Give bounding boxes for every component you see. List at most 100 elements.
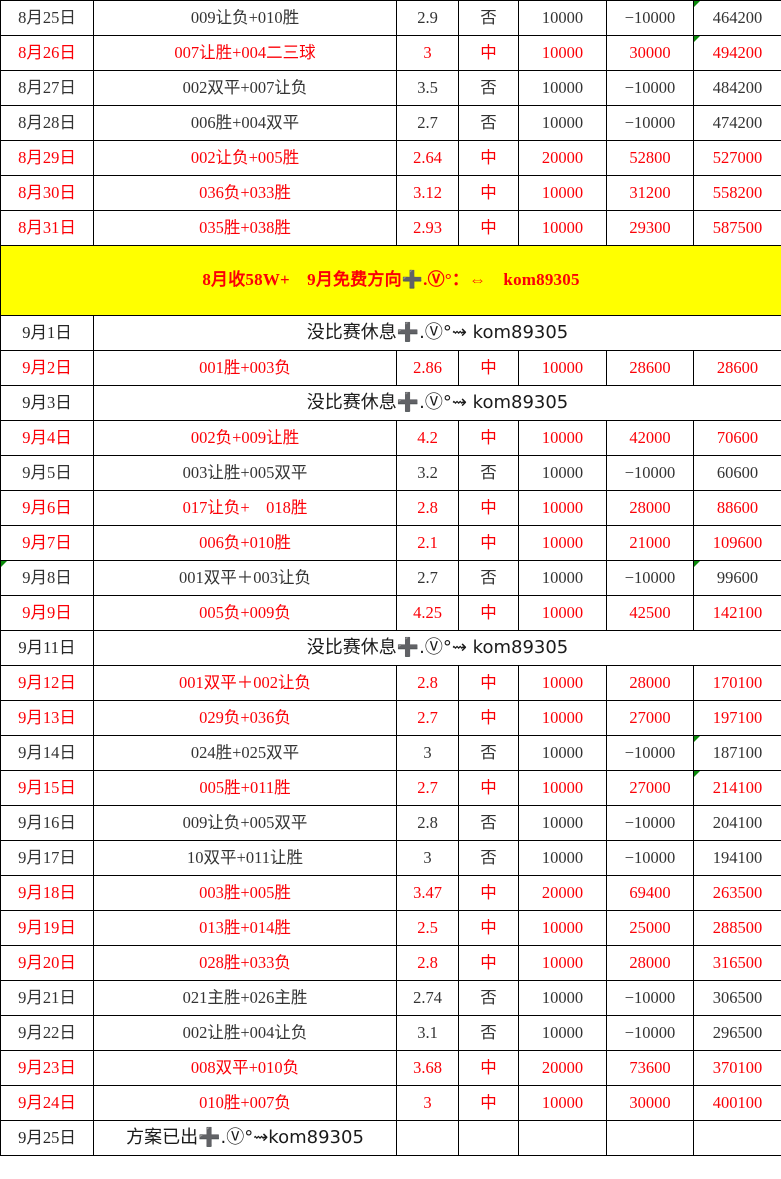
row-selection: 007让胜+004二三球 [93, 35, 397, 71]
row-stake: 10000 [518, 1085, 607, 1121]
row-stake: 10000 [518, 735, 607, 771]
row-odds-text: 2.5 [417, 917, 438, 937]
row-hit-status: 否 [458, 70, 519, 106]
row-selection: 001胜+003负 [93, 350, 397, 386]
row-running-total: 187100 [693, 735, 781, 771]
table-row: 9月24日 010胜+007负 3 中 10000 30000 400100 [0, 1085, 781, 1121]
row-hit-status: 中 [458, 910, 519, 946]
row-date-text: 9月7日 [22, 532, 72, 552]
row-stake-text: 10000 [541, 742, 584, 762]
row-date: 9月22日 [0, 1015, 94, 1051]
row-stake: 20000 [518, 140, 607, 176]
row-profit-text: 28600 [629, 357, 671, 377]
comment-marker-icon [694, 1, 700, 7]
row-profit: 30000 [606, 1085, 694, 1121]
row-date-text: 9月18日 [18, 882, 76, 902]
rest-day-note[interactable]: 没比赛休息➕.Ⓥ°⇝ kom89305 [93, 315, 781, 351]
row-date: 9月19日 [0, 910, 94, 946]
row-running-total: 194100 [693, 840, 781, 876]
row-profit-text: 28000 [629, 497, 671, 517]
row-hit-status: 中 [458, 210, 519, 246]
row-selection-text: 002让胜+004让负 [182, 1022, 308, 1042]
row-odds-text: 2.7 [417, 707, 438, 727]
row-hit-status-text: 中 [480, 532, 497, 552]
row-profit-text: 30000 [629, 42, 671, 62]
row-selection: 036负+033胜 [93, 175, 397, 211]
table-row: 8月25日 009让负+010胜 2.9 否 10000 −10000 464200 [0, 0, 781, 36]
table-row: 9月13日 029负+036负 2.7 中 10000 27000 197100 [0, 700, 781, 736]
row-selection-text: 007让胜+004二三球 [174, 42, 316, 62]
row-selection: 028胜+033负 [93, 945, 397, 981]
row-profit-text: 29300 [629, 217, 671, 237]
promo-banner-text[interactable]: 8月收58W+ 9月免费方向➕.Ⓥ°：⇔ kom89305 [0, 245, 781, 316]
row-running-total: 70600 [693, 420, 781, 456]
row-date-text: 9月12日 [18, 672, 76, 692]
row-profit-text: 69400 [629, 882, 671, 902]
rest-day-note[interactable]: 没比赛休息➕.Ⓥ°⇝ kom89305 [93, 385, 781, 421]
row-odds-text: 2.7 [417, 567, 438, 587]
row-selection: 003让胜+005双平 [93, 455, 397, 491]
row-stake: 10000 [518, 805, 607, 841]
row-date: 9月23日 [0, 1050, 94, 1086]
row-hit-status-text: 中 [480, 1092, 497, 1112]
row-odds: 2.8 [396, 665, 459, 701]
row-stake: 10000 [518, 945, 607, 981]
row-hit-status-text: 中 [480, 42, 497, 62]
row-stake-text: 10000 [541, 357, 584, 377]
row-running-total-text: 263500 [712, 882, 763, 902]
row-profit: −10000 [606, 105, 694, 141]
rest-day-note[interactable]: 没比赛休息➕.Ⓥ°⇝ kom89305 [93, 630, 781, 666]
row-date-text: 9月6日 [22, 497, 72, 517]
row-running-total: 484200 [693, 70, 781, 106]
row-profit-text: 27000 [629, 707, 671, 727]
row-running-total-text: 214100 [712, 777, 763, 797]
row-running-total: 88600 [693, 490, 781, 526]
table-row: 8月29日 002让负+005胜 2.64 中 20000 52800 527000 [0, 140, 781, 176]
row-selection-text: 017让负+ 018胜 [182, 497, 308, 517]
row-running-total-text: 484200 [712, 77, 763, 97]
row-stake-text: 10000 [541, 77, 584, 97]
row-profit: −10000 [606, 0, 694, 36]
row-hit-status-text: 中 [480, 707, 497, 727]
row-stake-text: 10000 [541, 812, 584, 832]
row-stake-text: 10000 [541, 112, 584, 132]
pending-plan-note[interactable]: 方案已出➕.Ⓥ°⇝kom89305 [93, 1120, 397, 1156]
empty-cell-profit [606, 1120, 694, 1156]
row-odds: 3.68 [396, 1050, 459, 1086]
row-selection-text: 001双平＋003让负 [179, 567, 311, 587]
row-profit-text: −10000 [624, 7, 676, 27]
row-hit-status: 否 [458, 560, 519, 596]
row-date-text: 9月20日 [18, 952, 76, 972]
row-odds: 3 [396, 735, 459, 771]
row-selection: 003胜+005胜 [93, 875, 397, 911]
table-row: 9月4日 002负+009让胜 4.2 中 10000 42000 70600 [0, 420, 781, 456]
row-date-text: 9月16日 [18, 812, 76, 832]
rest-day-row: 9月11日 没比赛休息➕.Ⓥ°⇝ kom89305 [0, 630, 781, 666]
row-hit-status-text: 否 [480, 847, 497, 867]
row-odds: 2.7 [396, 770, 459, 806]
row-date-text: 8月25日 [18, 7, 76, 27]
comment-marker-icon [694, 736, 700, 742]
row-stake: 10000 [518, 490, 607, 526]
row-profit: 42500 [606, 595, 694, 631]
row-hit-status: 中 [458, 175, 519, 211]
row-hit-status: 中 [458, 420, 519, 456]
row-hit-status-text: 否 [480, 112, 497, 132]
row-date: 9月25日 [0, 1120, 94, 1156]
row-selection: 10双平+011让胜 [93, 840, 397, 876]
row-selection: 005负+009负 [93, 595, 397, 631]
row-profit-text: −10000 [624, 77, 676, 97]
row-odds: 3 [396, 840, 459, 876]
row-hit-status-text: 中 [480, 917, 497, 937]
table-row: 8月27日 002双平+007让负 3.5 否 10000 −10000 484200 [0, 70, 781, 106]
row-running-total: 142100 [693, 595, 781, 631]
empty-cell-stake [518, 1120, 607, 1156]
row-profit: −10000 [606, 455, 694, 491]
row-stake: 10000 [518, 840, 607, 876]
row-running-total-text: 288500 [712, 917, 763, 937]
row-odds-text: 2.8 [417, 952, 438, 972]
row-hit-status: 中 [458, 1050, 519, 1086]
row-hit-status: 中 [458, 945, 519, 981]
row-profit-text: −10000 [624, 1022, 676, 1042]
